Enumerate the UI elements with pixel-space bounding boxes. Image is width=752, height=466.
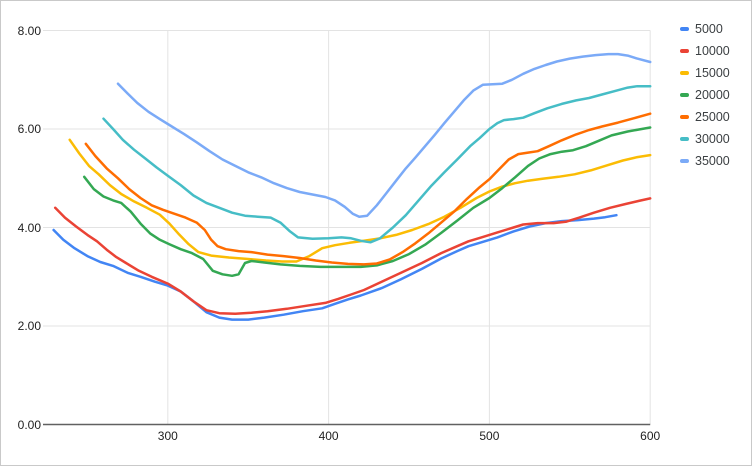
series-color-swatch bbox=[680, 26, 689, 31]
series-color-swatch bbox=[680, 114, 689, 119]
legend-item-label: 25000 bbox=[695, 109, 730, 124]
series-line-30000[interactable] bbox=[102, 84, 652, 244]
series-color-swatch bbox=[680, 48, 689, 53]
series-color-swatch bbox=[680, 136, 689, 141]
legend-item-35000[interactable]: 35000 bbox=[680, 153, 730, 168]
x-axis-tick-label: 600 bbox=[640, 429, 661, 443]
legend-item-label: 30000 bbox=[695, 131, 730, 146]
series-line-25000[interactable] bbox=[84, 112, 652, 266]
legend-item-10000[interactable]: 10000 bbox=[680, 43, 730, 58]
legend-item-20000[interactable]: 20000 bbox=[680, 87, 730, 102]
series-color-swatch bbox=[680, 158, 689, 163]
legend-item-label: 20000 bbox=[695, 87, 730, 102]
y-axis-tick-label: 4.00 bbox=[17, 220, 41, 235]
series-line-10000[interactable] bbox=[53, 197, 652, 315]
x-axis-tick-label: 500 bbox=[479, 429, 500, 443]
legend-item-30000[interactable]: 30000 bbox=[680, 131, 730, 146]
series-line-15000[interactable] bbox=[68, 138, 652, 263]
legend-item-25000[interactable]: 25000 bbox=[680, 109, 730, 124]
x-axis-tick-label: 400 bbox=[318, 429, 339, 443]
legend-item-15000[interactable]: 15000 bbox=[680, 65, 730, 80]
series-color-swatch bbox=[680, 92, 689, 97]
legend-item-label: 35000 bbox=[695, 153, 730, 168]
legend: 5000 10000 15000 20000 25000 30000 35000 bbox=[680, 22, 730, 176]
y-axis-tick-label: 0.00 bbox=[17, 417, 41, 432]
y-axis-tick-label: 8.00 bbox=[17, 23, 41, 38]
legend-item-5000[interactable]: 5000 bbox=[680, 21, 730, 36]
legend-item-label: 5000 bbox=[695, 21, 723, 36]
series-line-35000[interactable] bbox=[116, 52, 652, 218]
x-axis-tick-label: 300 bbox=[157, 429, 178, 443]
series-line-20000[interactable] bbox=[82, 126, 652, 278]
y-axis-tick-label: 2.00 bbox=[17, 319, 41, 333]
series-color-swatch bbox=[680, 70, 689, 75]
legend-item-label: 10000 bbox=[695, 43, 730, 58]
y-axis-tick-label: 6.00 bbox=[17, 122, 41, 136]
legend-item-label: 15000 bbox=[695, 65, 730, 80]
series-line-5000[interactable] bbox=[52, 213, 618, 321]
